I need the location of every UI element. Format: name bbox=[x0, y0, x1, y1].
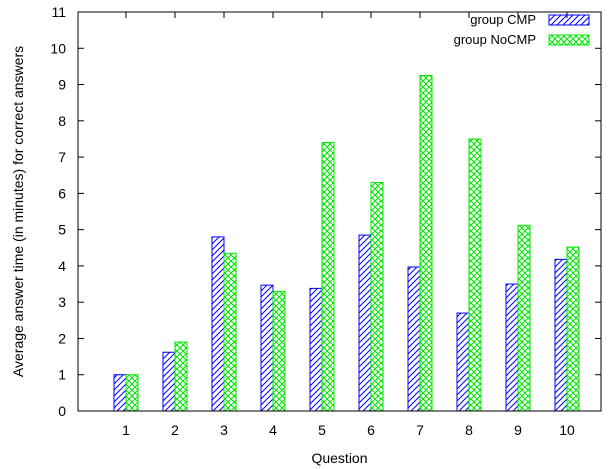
y-tick-label: 1 bbox=[58, 367, 66, 383]
legend-label-0: group CMP bbox=[470, 12, 536, 27]
x-tick-label: 1 bbox=[122, 422, 130, 438]
y-tick-label: 4 bbox=[58, 258, 66, 274]
x-tick-label: 3 bbox=[220, 422, 228, 438]
y-tick-label: 6 bbox=[58, 185, 66, 201]
bar-cmp-q1 bbox=[113, 374, 127, 412]
legend-swatch-1 bbox=[548, 34, 590, 46]
bar-nocmp-q10 bbox=[566, 246, 580, 412]
bar-nocmp-q4 bbox=[272, 290, 286, 412]
y-tick-label: 8 bbox=[58, 113, 66, 129]
bar-cmp-q7 bbox=[407, 266, 421, 412]
bar-cmp-q3 bbox=[211, 236, 225, 412]
bar-nocmp-q1 bbox=[125, 374, 139, 412]
y-tick-label: 10 bbox=[50, 40, 66, 56]
x-tick-label: 2 bbox=[171, 422, 179, 438]
x-tick-label: 6 bbox=[367, 422, 375, 438]
bar-nocmp-q9 bbox=[517, 224, 531, 412]
x-tick-label: 4 bbox=[269, 422, 277, 438]
bar-nocmp-q3 bbox=[223, 252, 237, 412]
y-tick-label: 11 bbox=[51, 4, 66, 20]
x-tick-label: 8 bbox=[465, 422, 473, 438]
bar-nocmp-q6 bbox=[370, 181, 384, 412]
x-axis-label: Question bbox=[311, 450, 367, 466]
legend-label-1: group NoCMP bbox=[454, 32, 536, 47]
plot-frame bbox=[77, 11, 602, 412]
y-tick-label: 5 bbox=[58, 222, 66, 238]
bar-nocmp-q5 bbox=[321, 142, 335, 412]
x-tick-label: 9 bbox=[514, 422, 522, 438]
y-tick-label: 2 bbox=[58, 330, 66, 346]
bar-cmp-q6 bbox=[358, 234, 372, 412]
legend-swatch-0 bbox=[548, 14, 590, 26]
y-tick-label: 9 bbox=[58, 77, 66, 93]
bar-nocmp-q7 bbox=[419, 74, 433, 412]
legend: group CMP group NoCMP bbox=[454, 12, 590, 47]
x-tick-label: 7 bbox=[416, 422, 424, 438]
bar-cmp-q4 bbox=[260, 284, 274, 412]
y-axis-label: Average answer time (in minutes) for cor… bbox=[10, 46, 26, 377]
x-tick-label: 10 bbox=[559, 422, 575, 438]
bar-nocmp-q8 bbox=[468, 138, 482, 412]
bar-cmp-q8 bbox=[456, 312, 470, 412]
bar-cmp-q5 bbox=[309, 287, 323, 412]
bar-cmp-q10 bbox=[554, 258, 568, 412]
x-tick-label: 5 bbox=[318, 422, 326, 438]
bar-cmp-q9 bbox=[505, 283, 519, 412]
bar-nocmp-q2 bbox=[174, 341, 188, 412]
y-tick-label: 0 bbox=[58, 403, 66, 419]
y-tick-label: 3 bbox=[58, 294, 66, 310]
bar-cmp-q2 bbox=[162, 351, 176, 412]
y-tick-label: 7 bbox=[58, 149, 66, 165]
